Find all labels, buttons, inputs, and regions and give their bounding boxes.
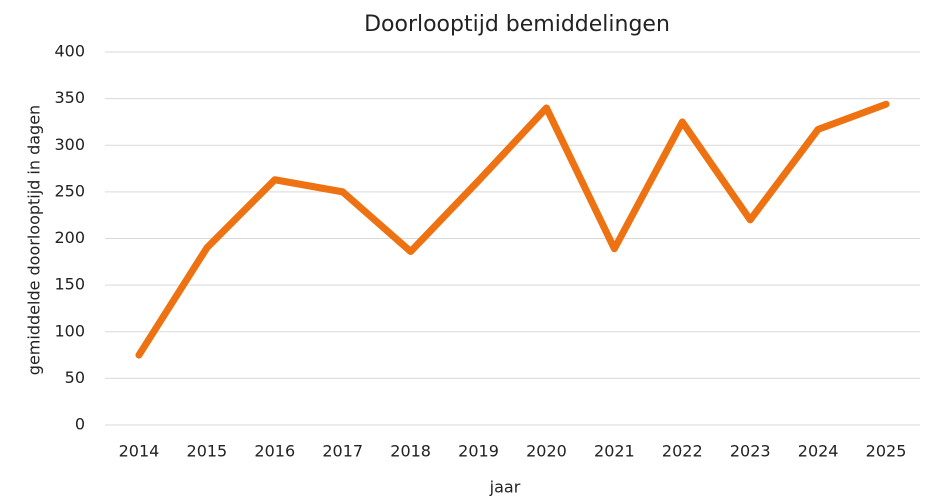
x-tick-label: 2024 (798, 442, 839, 461)
x-tick-label: 2015 (187, 442, 228, 461)
y-tick-label: 250 (54, 181, 85, 200)
x-tick-label: 2014 (119, 442, 160, 461)
x-axis-label: jaar (489, 478, 521, 497)
x-tick-label: 2023 (730, 442, 771, 461)
x-tick-label: 2019 (458, 442, 499, 461)
data-line (135, 100, 890, 359)
y-tick-label: 100 (54, 321, 85, 340)
x-tick-label: 2020 (526, 442, 567, 461)
x-tick-label: 2022 (662, 442, 703, 461)
x-tick-label: 2017 (322, 442, 363, 461)
y-tick-label: 150 (54, 275, 85, 294)
y-tick-label: 350 (54, 88, 85, 107)
y-tick-label: 400 (54, 42, 85, 61)
y-tick-label: 0 (75, 415, 85, 434)
y-tick-label: 300 (54, 135, 85, 154)
chart-title: Doorlooptijd bemiddelingen (364, 12, 670, 37)
y-tick-label: 50 (65, 368, 85, 387)
y-axis-label: gemiddelde doorlooptijd in dagen (25, 105, 44, 375)
x-tick-label: 2025 (866, 442, 907, 461)
y-tick-label: 200 (54, 228, 85, 247)
x-tick-label: 2018 (390, 442, 431, 461)
x-tick-label: 2021 (594, 442, 635, 461)
x-tick-label: 2016 (254, 442, 295, 461)
